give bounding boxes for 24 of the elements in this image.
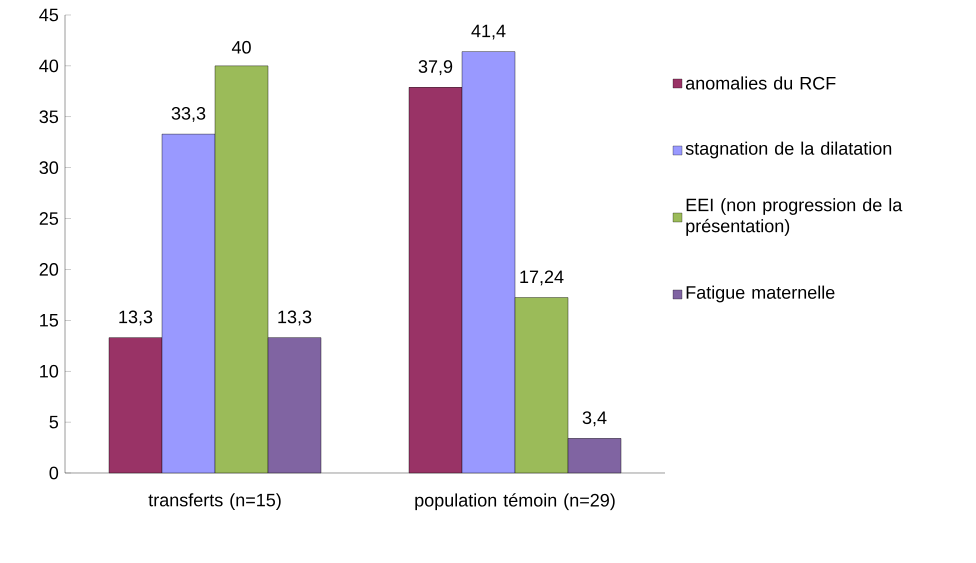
legend-label: anomalies du RCF bbox=[686, 76, 836, 90]
data-label: 13,3 bbox=[278, 310, 312, 326]
data-label: 3,4 bbox=[582, 411, 606, 426]
y-tick-label: 40 bbox=[39, 60, 58, 72]
data-label: 17,24 bbox=[520, 270, 564, 286]
data-label: 41,4 bbox=[471, 24, 506, 40]
data-label: 37,9 bbox=[418, 60, 452, 76]
data-label: 13,3 bbox=[119, 310, 152, 326]
legend-label: EEI (non progression de la présentation) bbox=[686, 198, 902, 236]
x-tick-label: transferts (n=15) bbox=[148, 493, 281, 510]
y-tick-label: 5 bbox=[50, 416, 58, 428]
data-label: 40 bbox=[232, 40, 251, 54]
data-label: 33,3 bbox=[172, 106, 206, 122]
y-tick-label: 10 bbox=[40, 364, 58, 378]
y-tick-label: 25 bbox=[40, 212, 58, 225]
y-tick-label: 35 bbox=[39, 110, 58, 124]
legend-label: stagnation de la dilatation bbox=[686, 142, 892, 158]
x-tick-label: population témoin (n=29) bbox=[415, 493, 615, 510]
y-tick-label: 30 bbox=[39, 161, 58, 174]
y-tick-label: 20 bbox=[40, 263, 58, 276]
y-tick-label: 15 bbox=[40, 314, 58, 327]
y-tick-label: 0 bbox=[50, 466, 58, 480]
y-tick-label: 45 bbox=[39, 8, 58, 22]
legend-label: Fatigue maternelle bbox=[686, 286, 834, 302]
